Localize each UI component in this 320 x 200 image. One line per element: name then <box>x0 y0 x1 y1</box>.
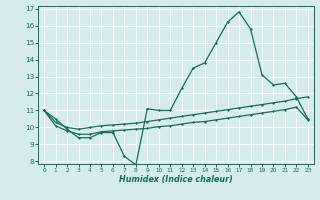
X-axis label: Humidex (Indice chaleur): Humidex (Indice chaleur) <box>119 175 233 184</box>
